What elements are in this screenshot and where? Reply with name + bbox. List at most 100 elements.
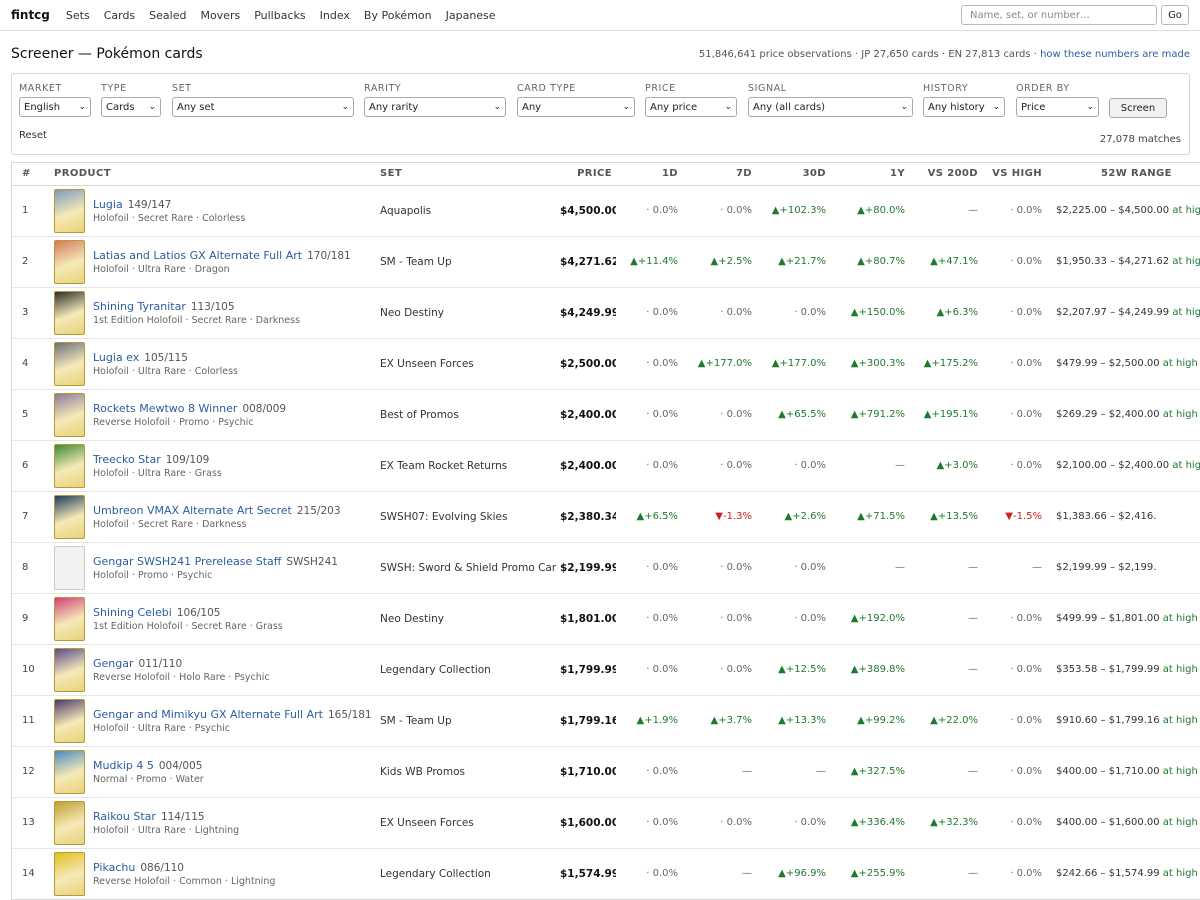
product-name-link[interactable]: Lugia ex	[93, 350, 140, 364]
row-product: Gengar 011/110 Reverse Holofoil · Holo Rar…	[50, 644, 376, 696]
product-name-link[interactable]: Latias and Latios GX Alternate Full Art	[93, 248, 303, 262]
market-select[interactable]: English ⌄	[19, 97, 91, 117]
screen-button[interactable]: Screen	[1109, 98, 1167, 118]
row-product: Treecko Star 109/109 Holofoil · Ultra Rare…	[50, 440, 376, 492]
table-header-row: # Product Set Price 1D 7D 30D 1Y VS 200D…	[12, 163, 1200, 186]
history-select[interactable]: Any history ⌄	[923, 97, 1005, 117]
table-row[interactable]: 1 Lugia 149/147 Holofoil · Secret Rare · Co…	[12, 185, 1200, 237]
card-thumbnail[interactable]	[54, 596, 85, 641]
row-rank: 8	[12, 542, 50, 594]
product-name-link[interactable]: Gengar SWSH241 Prerelease Staff	[93, 554, 282, 568]
product-name-link[interactable]: Umbreon VMAX Alternate Art Secret	[93, 503, 292, 517]
table-row[interactable]: 3 Shining Tyranitar 113/105 1st Edition Hol…	[12, 287, 1200, 339]
card-type-select[interactable]: Any ⌄	[517, 97, 635, 117]
col-header-rank[interactable]: #	[12, 163, 50, 186]
card-thumbnail[interactable]	[54, 749, 85, 794]
table-row[interactable]: 7 Umbreon VMAX Alternate Art Secret 215/20…	[12, 491, 1200, 543]
nav-link-japanese[interactable]: Japanese	[445, 8, 496, 22]
card-details: Holofoil · Ultra Rare · Psychic	[93, 722, 231, 734]
search-input[interactable]	[961, 5, 1157, 25]
table-row[interactable]: 6 Treecko Star 109/109 Holofoil · Ultra Rar…	[12, 440, 1200, 492]
product-name-link[interactable]: Raikou Star	[93, 809, 156, 823]
order-by-select[interactable]: Price ⌄	[1016, 97, 1099, 117]
product-name-link[interactable]: Rockets Mewtwo 8 Winner	[93, 401, 238, 415]
card-number: 004/005	[158, 759, 203, 772]
row-change-d1: · 0.0%	[616, 389, 682, 441]
type-select[interactable]: Cards ⌄	[101, 97, 161, 117]
set-select-value: Any set	[177, 101, 215, 113]
go-button[interactable]: Go	[1161, 5, 1189, 25]
nav-link-pullbacks[interactable]: Pullbacks	[254, 8, 306, 22]
card-thumbnail[interactable]	[54, 647, 85, 692]
col-header-vs-200d[interactable]: VS 200D	[909, 163, 982, 186]
table-row[interactable]: 13 Raikou Star 114/115 Holofoil · Ultra Rar…	[12, 797, 1200, 849]
card-thumbnail[interactable]	[54, 698, 85, 743]
product-name-link[interactable]: Mudkip 4 5	[93, 758, 154, 772]
card-thumbnail[interactable]	[54, 494, 85, 539]
product-name-link[interactable]: Gengar	[93, 656, 134, 670]
row-set: EX Team Rocket Returns	[376, 440, 556, 492]
nav-link-cards[interactable]: Cards	[103, 8, 136, 22]
col-header-price[interactable]: Price	[556, 163, 616, 186]
card-number: 165/181	[327, 708, 372, 721]
col-header-52w-range[interactable]: 52W Range	[1046, 163, 1200, 186]
nav-link-by-pokemon[interactable]: By Pokémon	[363, 8, 432, 22]
signal-select[interactable]: Any (all cards) ⌄	[748, 97, 913, 117]
nav-link-sets[interactable]: Sets	[65, 8, 90, 22]
card-thumbnail[interactable]	[54, 545, 85, 590]
card-thumbnail[interactable]	[54, 290, 85, 335]
card-type-select-value: Any	[522, 101, 542, 113]
reset-link[interactable]: Reset	[19, 130, 47, 141]
filter-rarity: Rarity Any rarity ⌄	[364, 83, 506, 117]
table-row[interactable]: 5 Rockets Mewtwo 8 Winner 008/009 Reverse H…	[12, 389, 1200, 441]
table-row[interactable]: 9 Shining Celebi 106/105 1st Edition Holofo…	[12, 593, 1200, 645]
methodology-link[interactable]: how these numbers are made	[1040, 49, 1190, 60]
row-change-d7: · 0.0%	[682, 185, 756, 237]
price-select-value: Any price	[650, 101, 698, 113]
nav-link-movers[interactable]: Movers	[200, 8, 241, 22]
card-thumbnail[interactable]	[54, 239, 85, 284]
rarity-select[interactable]: Any rarity ⌄	[364, 97, 506, 117]
col-header-product[interactable]: Product	[50, 163, 376, 186]
product-name-link[interactable]: Lugia	[93, 197, 123, 211]
row-price: $1,600.00	[556, 797, 616, 849]
logo[interactable]: fintcg	[11, 8, 50, 22]
card-thumbnail[interactable]	[54, 392, 85, 437]
col-header-1y[interactable]: 1Y	[830, 163, 909, 186]
product-name-link[interactable]: Pikachu	[93, 860, 136, 874]
table-row[interactable]: 12 Mudkip 4 5 004/005 Normal · Promo · Wate…	[12, 746, 1200, 798]
product-name-link[interactable]: Shining Celebi	[93, 605, 172, 619]
card-thumbnail[interactable]	[54, 443, 85, 488]
product-name-link[interactable]: Treecko Star	[93, 452, 161, 466]
table-row[interactable]: 8 Gengar SWSH241 Prerelease Staff SWSH241 H…	[12, 542, 1200, 594]
row-change-v200: —	[909, 746, 982, 798]
table-row[interactable]: 4 Lugia ex 105/115 Holofoil · Ultra Rare · …	[12, 338, 1200, 390]
col-header-set[interactable]: Set	[376, 163, 556, 186]
table-row[interactable]: 2 Latias and Latios GX Alternate Full Art…	[12, 236, 1200, 288]
col-header-vs-high[interactable]: VS High	[982, 163, 1046, 186]
top-nav: fintcg Sets Cards Sealed Movers Pullback…	[0, 0, 1200, 31]
card-thumbnail[interactable]	[54, 800, 85, 845]
table-row[interactable]: 11 Gengar and Mimikyu GX Alternate Full A…	[12, 695, 1200, 747]
row-change-v200: ▲+3.0%	[909, 440, 982, 492]
col-header-30d[interactable]: 30D	[756, 163, 830, 186]
card-number: 113/105	[190, 300, 235, 313]
row-rank: 12	[12, 746, 50, 798]
row-product: Mudkip 4 5 004/005 Normal · Promo · Water	[50, 746, 376, 798]
product-name-link[interactable]: Gengar and Mimikyu GX Alternate Full Art	[93, 707, 323, 721]
card-thumbnail[interactable]	[54, 851, 85, 896]
row-change-v200: —	[909, 593, 982, 645]
card-details: Holofoil · Promo · Psychic	[93, 569, 213, 581]
table-row[interactable]: 10 Gengar 011/110 Reverse Holofoil · Holo R…	[12, 644, 1200, 696]
col-header-1d[interactable]: 1D	[616, 163, 682, 186]
col-header-7d[interactable]: 7D	[682, 163, 756, 186]
table-row[interactable]: 14 Pikachu 086/110 Reverse Holofoil · Commo…	[12, 848, 1200, 899]
nav-link-sealed[interactable]: Sealed	[149, 8, 187, 22]
card-thumbnail[interactable]	[54, 341, 85, 386]
price-select[interactable]: Any price ⌄	[645, 97, 737, 117]
card-thumbnail[interactable]	[54, 188, 85, 233]
product-name-link[interactable]: Shining Tyranitar	[93, 299, 186, 313]
set-select[interactable]: Any set ⌄	[172, 97, 354, 117]
row-set: SWSH07: Evolving Skies	[376, 491, 556, 543]
nav-link-index[interactable]: Index	[319, 8, 350, 22]
